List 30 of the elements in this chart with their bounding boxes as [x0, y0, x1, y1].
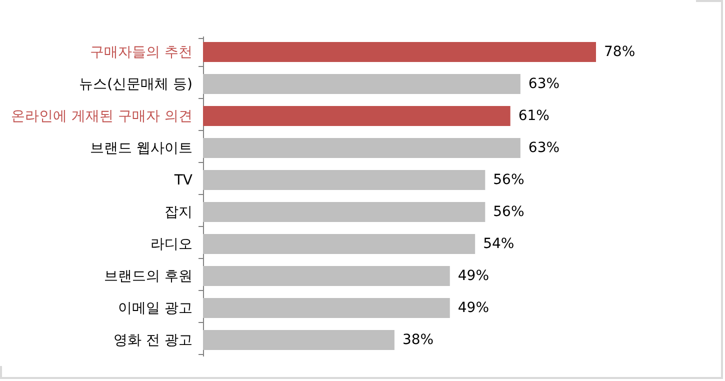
data-label: 63%: [528, 140, 560, 156]
bar: [203, 138, 520, 158]
data-label: 56%: [493, 204, 524, 220]
bar: [203, 298, 450, 318]
data-label: 38%: [402, 332, 434, 348]
bar: [203, 170, 486, 190]
y-tick-label: 브랜드의 후원: [104, 268, 192, 284]
data-label: 63%: [528, 76, 560, 92]
y-tick-label: 영화 전 광고: [114, 332, 192, 348]
data-label: 49%: [458, 268, 490, 284]
y-tick-label: 잡지: [164, 204, 192, 220]
y-tick-label: 브랜드 웹사이트: [90, 140, 192, 156]
data-label: 54%: [483, 236, 514, 252]
data-label: 56%: [493, 172, 524, 188]
bar: [203, 106, 510, 126]
y-tick-label: 구매자들의 추천: [90, 44, 192, 60]
data-label: 78%: [604, 44, 636, 60]
data-label: 49%: [458, 300, 490, 316]
y-tick-label: 온라인에 게재된 구매자 의견: [11, 108, 192, 124]
bar: [203, 202, 486, 222]
data-label: 61%: [518, 108, 550, 124]
bar: [203, 234, 476, 254]
y-tick-label: 뉴스(신문매체 등): [79, 76, 192, 92]
bar: [203, 330, 394, 350]
bar: [203, 74, 520, 94]
y-tick-label: TV: [173, 172, 193, 188]
bar: [203, 42, 596, 62]
y-tick-label: 이메일 광고: [118, 300, 192, 316]
y-tick-label: 라디오: [150, 236, 192, 252]
bar: [203, 266, 450, 286]
